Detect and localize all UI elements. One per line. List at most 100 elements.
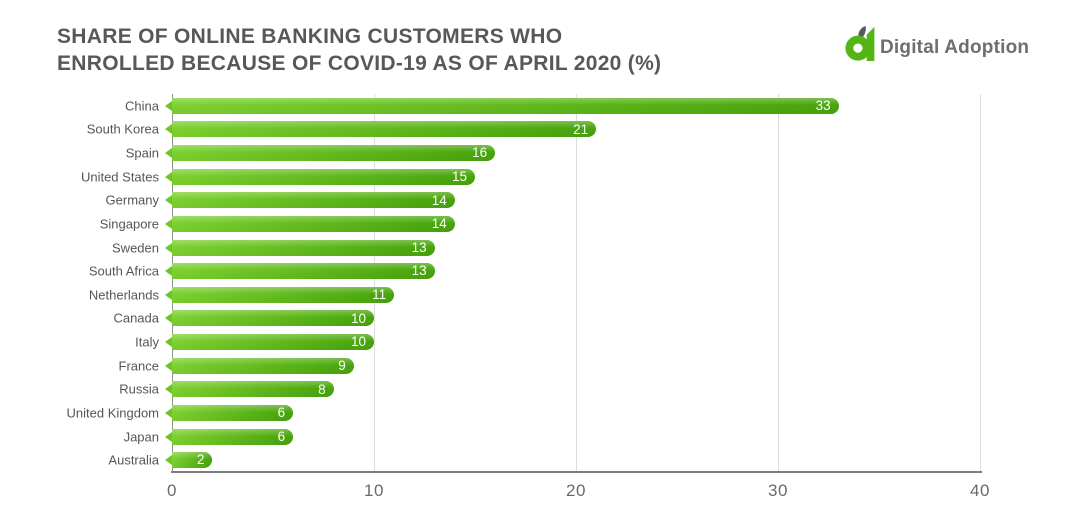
table-row: Spain 16: [126, 141, 980, 165]
table-row: United States 15: [81, 165, 980, 189]
bar-label: Spain: [125, 145, 159, 161]
table-row: South Korea 21: [87, 118, 980, 142]
bar-label: Sweden: [112, 240, 159, 256]
bar: 6: [165, 404, 294, 421]
bar-label: United States: [80, 169, 159, 185]
bar-label: China: [125, 98, 159, 114]
bar-label: Singapore: [99, 216, 159, 232]
table-row: Australia 2: [108, 448, 980, 472]
table-row: Sweden 13: [112, 236, 980, 260]
bar-pointer-icon: [165, 431, 172, 442]
bar: 13: [165, 239, 435, 256]
table-row: France 9: [119, 354, 980, 378]
bar-pointer-icon: [165, 455, 172, 466]
table-row: Italy 10: [135, 330, 980, 354]
bar-pointer-icon: [165, 218, 172, 229]
table-row: China 33: [125, 94, 980, 118]
bar-value: 11: [372, 287, 387, 303]
bar-pointer-icon: [165, 313, 172, 324]
bar-value: 14: [431, 216, 447, 232]
table-row: Germany 14: [106, 189, 980, 213]
bar-value: 9: [338, 357, 346, 373]
bar-value: 21: [573, 121, 589, 137]
gridlines: [172, 94, 981, 472]
bar-label: South Africa: [88, 263, 159, 279]
plot-rows: China 33 South Korea 21 Spain 16 United …: [67, 94, 980, 472]
table-row: Netherlands 11: [89, 283, 980, 307]
bar-value: 8: [318, 381, 326, 397]
bar: 16: [165, 145, 496, 162]
x-tick-label: 20: [566, 481, 586, 500]
bar-value: 10: [350, 310, 366, 326]
bar: 14: [165, 215, 455, 232]
bar: 6: [165, 428, 294, 445]
bar-label: Netherlands: [88, 287, 159, 303]
bar-pointer-icon: [165, 242, 172, 253]
bar-value: 6: [277, 405, 286, 421]
bar-label: Canada: [113, 310, 159, 326]
bar: 21: [165, 121, 597, 138]
bar-label: Russia: [119, 381, 159, 397]
bar-label: United Kingdom: [66, 405, 160, 421]
title-line-1: SHARE OF ONLINE BANKING CUSTOMERS WHO: [57, 25, 563, 48]
brand-name: Digital Adoption: [880, 37, 1030, 58]
bar-pointer-icon: [165, 266, 172, 277]
bar-value: 16: [472, 145, 488, 161]
bar-value: 2: [196, 452, 205, 468]
table-row: United Kingdom 6: [67, 401, 980, 425]
table-row: Japan 6: [124, 425, 980, 449]
gridline: [980, 94, 981, 472]
gridline: [778, 94, 779, 472]
bar-pointer-icon: [165, 124, 172, 135]
bar: 33: [165, 97, 839, 114]
bar-label: Australia: [108, 452, 159, 468]
bar-label: Germany: [105, 192, 159, 208]
digital-adoption-a-icon: [845, 26, 875, 61]
bar: 14: [165, 192, 455, 209]
bar-value: 13: [411, 263, 427, 279]
bar-pointer-icon: [165, 195, 172, 206]
gridline: [374, 94, 375, 472]
bar-value: 33: [815, 98, 831, 114]
bar-label: Japan: [123, 429, 159, 445]
bar: 10: [165, 310, 374, 327]
bar-value: 14: [431, 192, 447, 208]
table-row: Singapore 14: [100, 212, 980, 236]
bar-pointer-icon: [165, 360, 172, 371]
bar-value: 13: [411, 239, 427, 255]
bar-pointer-icon: [165, 148, 172, 159]
bar: 8: [165, 381, 334, 398]
x-tick-label: 30: [768, 481, 788, 500]
logo-a-stem: [866, 26, 875, 61]
gridline: [576, 94, 577, 472]
x-tick-label: 40: [970, 481, 990, 500]
bar-pointer-icon: [165, 289, 172, 300]
title-line-2: ENROLLED BECAUSE OF COVID-19 AS OF APRIL…: [57, 52, 662, 76]
logo-a-bowl: [845, 35, 871, 61]
x-tick-label: 0: [167, 481, 177, 500]
bar-label: South Korea: [86, 121, 159, 137]
logo-leaf: [858, 26, 866, 39]
x-axis-line: [171, 471, 982, 473]
bar: 9: [165, 357, 354, 374]
table-row: South Africa 13: [89, 259, 980, 283]
x-tick-label: 10: [364, 481, 384, 500]
bar: 10: [165, 334, 374, 351]
bar-value: 15: [451, 168, 467, 184]
bar: 11: [165, 286, 395, 303]
bar-pointer-icon: [165, 384, 172, 395]
bar-label: Italy: [135, 334, 159, 350]
bar: 2: [165, 452, 213, 469]
bar: 15: [165, 168, 475, 185]
bar-value: 6: [277, 428, 286, 444]
y-axis-line: [172, 94, 173, 472]
table-row: Russia 8: [119, 378, 980, 402]
bar: 13: [165, 263, 435, 280]
bar-pointer-icon: [165, 337, 172, 348]
x-axis-ticks: 0 10 20 30 40: [167, 472, 989, 500]
table-row: Canada 10: [113, 307, 980, 331]
bar-value: 10: [350, 334, 366, 350]
bar-pointer-icon: [165, 100, 172, 111]
bar-label: France: [118, 358, 159, 374]
